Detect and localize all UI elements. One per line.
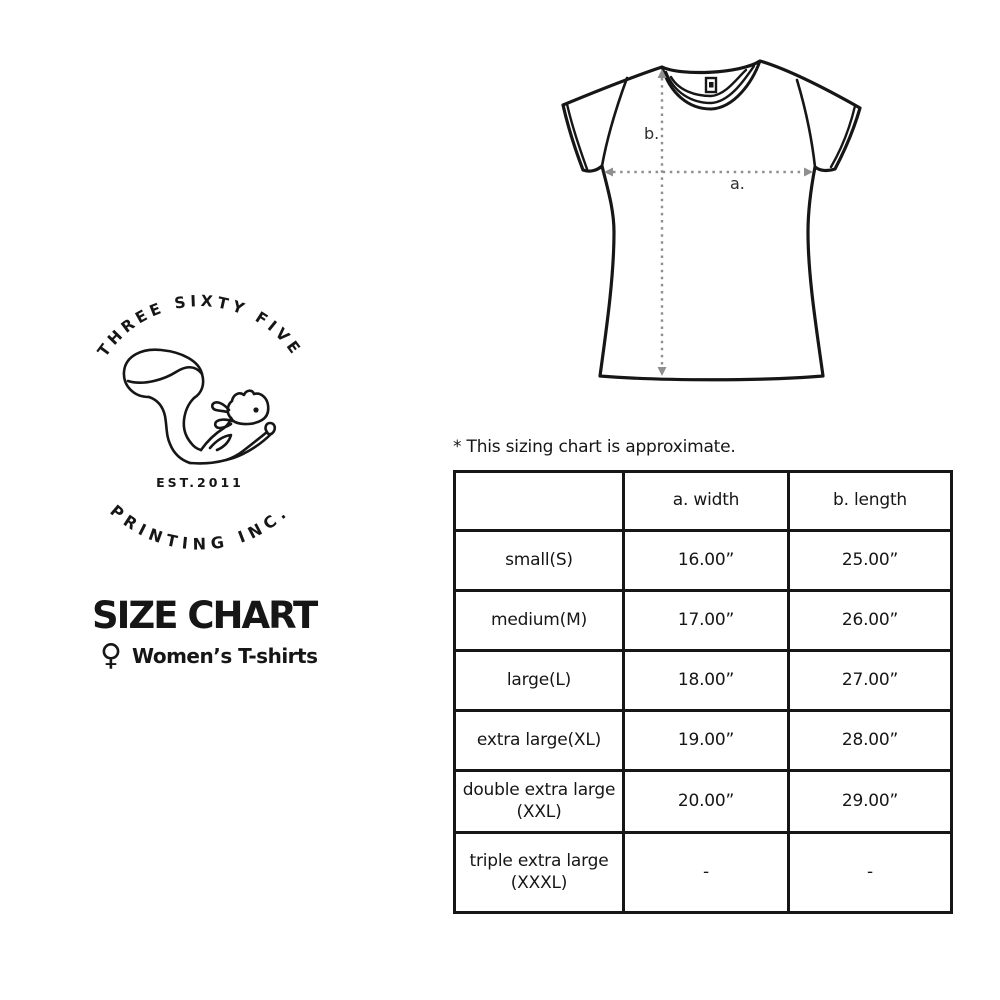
squirrel-eye	[253, 407, 259, 413]
left-cuff-line	[565, 102, 589, 171]
length-cell: 27.00”	[787, 649, 953, 712]
length-cell: 25.00”	[787, 529, 953, 592]
header-size-cell	[453, 470, 625, 532]
collar	[660, 59, 762, 111]
right-cuff-line	[829, 104, 857, 169]
neck-tag	[704, 76, 718, 94]
size-table: a. width b. length small(S) 16.00” 25.00…	[453, 470, 953, 914]
tshirt-diagram: b. a.	[561, 59, 862, 382]
size-cell: small(S)	[453, 529, 625, 592]
length-cell: 29.00”	[787, 769, 953, 834]
table-header-row: a. width b. length	[453, 470, 953, 532]
label-a: a.	[730, 174, 745, 193]
logo-established-text: EST.2011	[156, 475, 244, 490]
left-sleeve-seam	[600, 76, 629, 168]
table-row: extra large(XL) 19.00” 28.00”	[453, 709, 953, 772]
length-cell: 28.00”	[787, 709, 953, 772]
subtitle-text: Women’s T-shirts	[131, 644, 318, 668]
label-b: b.	[644, 124, 659, 143]
table-row: large(L) 18.00” 27.00”	[453, 649, 953, 712]
logo-arc-bottom-text: PRINTING INC.	[106, 501, 293, 554]
logo-arc-top-text: THREE SIXTY FIVE	[94, 292, 306, 360]
subtitle-line: ♀ Women’s T-shirts	[100, 641, 318, 671]
width-cell: 18.00”	[622, 649, 790, 712]
table-row: small(S) 16.00” 25.00”	[453, 529, 953, 592]
size-cell: extra large(XL)	[453, 709, 625, 772]
length-cell: -	[787, 831, 953, 914]
table-row: medium(M) 17.00” 26.00”	[453, 589, 953, 652]
measure-line-a	[604, 167, 813, 177]
right-sleeve-seam	[795, 78, 817, 169]
approximate-note: * This sizing chart is approximate.	[453, 437, 736, 457]
width-cell: 19.00”	[622, 709, 790, 772]
size-cell: double extra large (XXL)	[453, 769, 625, 834]
page-title: SIZE CHART	[92, 594, 318, 637]
width-cell: 16.00”	[622, 529, 790, 592]
measure-line-b	[657, 69, 667, 376]
width-cell: 20.00”	[622, 769, 790, 834]
header-width-cell: a. width	[622, 470, 790, 532]
width-cell: 17.00”	[622, 589, 790, 652]
header-length-cell: b. length	[787, 470, 953, 532]
table-row: double extra large (XXL) 20.00” 29.00”	[453, 769, 953, 834]
female-icon: ♀	[100, 638, 122, 673]
tshirt-outline	[561, 59, 862, 382]
squirrel-icon	[122, 348, 277, 465]
length-cell: 26.00”	[787, 589, 953, 652]
brand-logo: THREE SIXTY FIVE PRINTING INC. EST.2011	[94, 292, 306, 554]
size-cell: triple extra large (XXXL)	[453, 831, 625, 914]
size-cell: large(L)	[453, 649, 625, 712]
size-cell: medium(M)	[453, 589, 625, 652]
width-cell: -	[622, 831, 790, 914]
table-row: triple extra large (XXXL) - -	[453, 831, 953, 914]
